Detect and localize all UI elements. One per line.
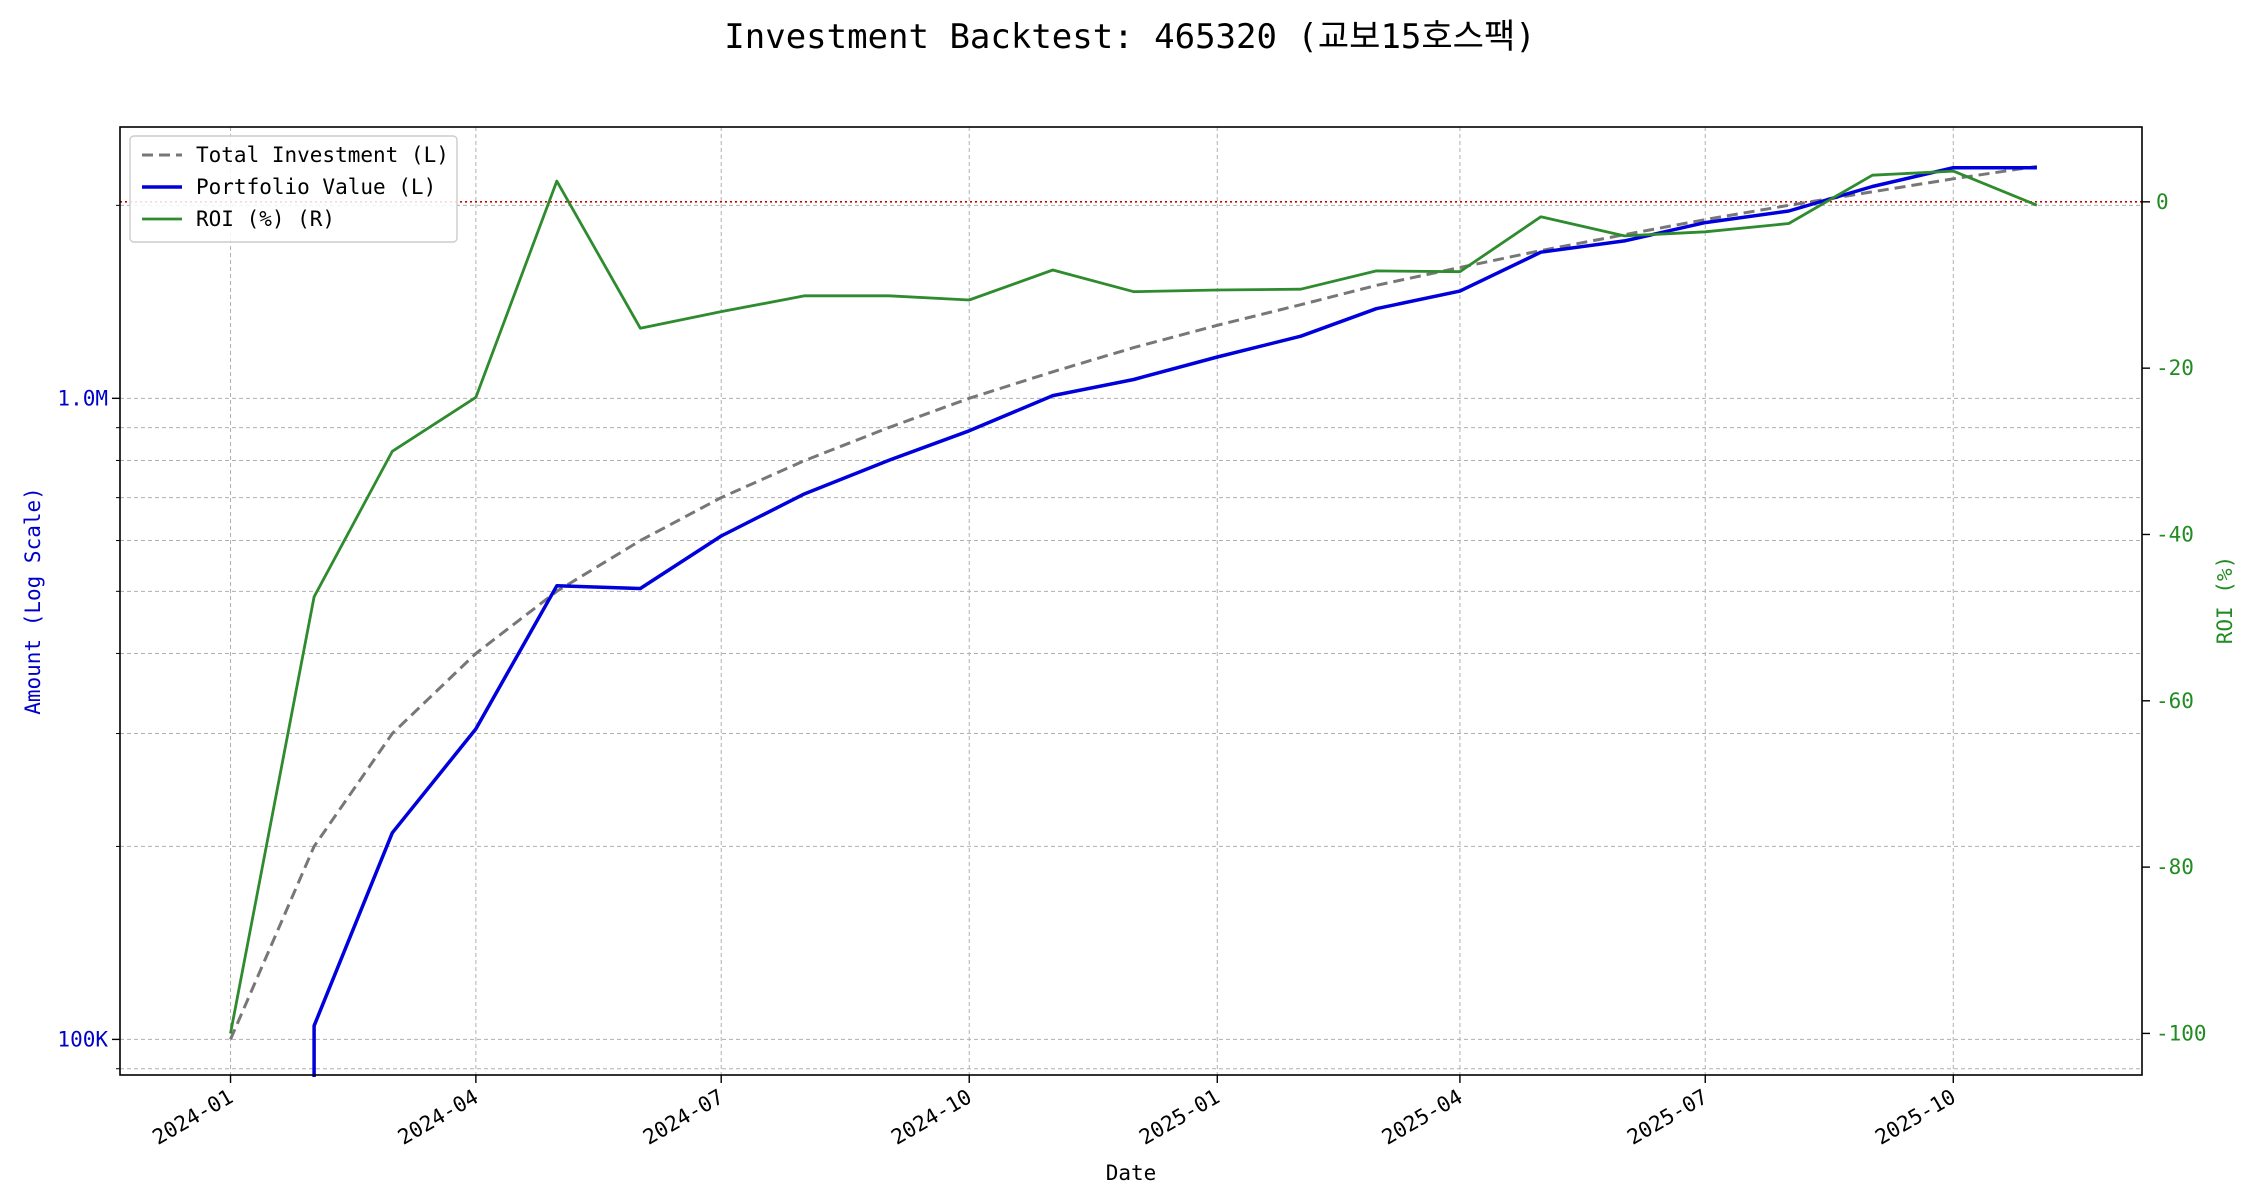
legend-entry-label: Total Investment (L) — [196, 143, 449, 167]
left-y-axis-label: Amount (Log Scale) — [21, 487, 45, 715]
right-tick-label: -100 — [2156, 1021, 2207, 1045]
legend-entry-label: ROI (%) (R) — [196, 207, 335, 231]
chart-title: Investment Backtest: 465320 (교보15호스팩) — [724, 17, 1535, 57]
right-tick-label: -80 — [2156, 855, 2194, 879]
right-tick-label: -40 — [2156, 522, 2194, 546]
legend: Total Investment (L) Portfolio Value (L) R… — [129, 135, 458, 243]
series-line-portfolio-value-l — [312, 165, 2037, 1077]
right-tick-label: -60 — [2156, 689, 2194, 713]
series-group — [229, 164, 2038, 1077]
x-axis-label: Date — [1106, 1161, 1157, 1185]
left-tick-label: 1.0M — [57, 386, 108, 410]
left-tick-label: 100K — [57, 1027, 108, 1051]
legend-entry-label: Portfolio Value (L) — [196, 175, 436, 199]
right-y-axis-label: ROI (%) — [2213, 556, 2237, 645]
series-line-roi-r — [229, 169, 2038, 1034]
plot-frame — [119, 126, 2143, 1076]
right-tick-label: 0 — [2156, 190, 2169, 214]
right-tick-label: -20 — [2156, 356, 2194, 380]
legend-box — [129, 135, 458, 243]
grid — [120, 127, 2142, 1075]
series-line-total-investment-l — [229, 164, 2038, 1040]
